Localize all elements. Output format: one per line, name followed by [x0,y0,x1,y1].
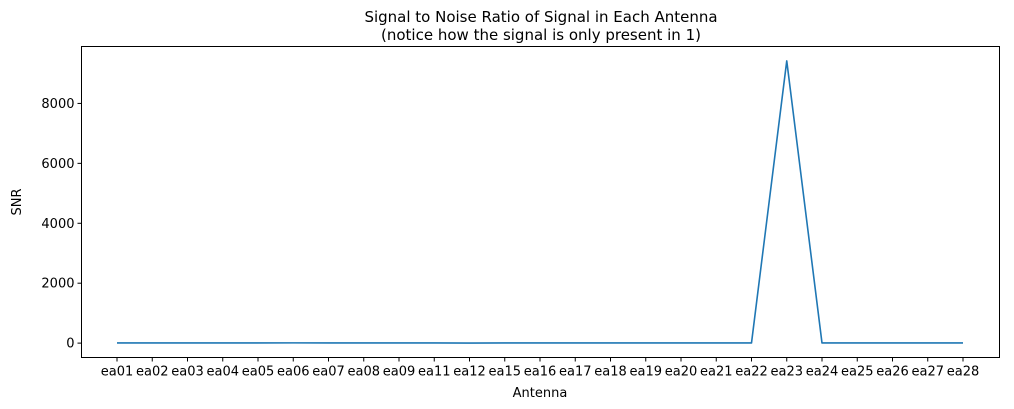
series-layer [117,60,963,344]
x-axis: ea01 ea02 ea03 ea04 ea05 ea06 ea07 ea08 ea09 ea11… [101,357,980,380]
y-tick-label: 2000 [41,277,74,292]
y-tick-label: 4000 [41,217,74,232]
x-tick-label: ea09 [383,365,416,380]
y-tick-label: 0 [66,337,74,352]
x-tick-label: ea18 [594,365,627,380]
x-tick-label: ea17 [559,365,592,380]
x-tick-label: ea28 [947,365,980,380]
x-tick-label: ea20 [665,365,698,380]
x-tick-label: ea06 [277,365,310,380]
x-tick-label: ea11 [418,365,451,380]
y-tick-label: 8000 [41,97,74,112]
x-axis-label: Antenna [513,386,568,401]
plot-area-frame [81,46,1000,358]
y-tick-label: 6000 [41,157,74,172]
x-tick-label: ea03 [171,365,204,380]
x-tick-label: ea01 [101,365,134,380]
x-tick-label: ea19 [629,365,662,380]
y-axis: 0 2000 4000 6000 8000 [41,97,82,352]
x-tick-label: ea21 [700,365,733,380]
x-tick-label: ea07 [312,365,345,380]
x-tick-label: ea05 [242,365,275,380]
x-tick-label: ea15 [488,365,521,380]
chart-title: Signal to Noise Ratio of Signal in Each … [364,8,717,26]
y-axis-label: SNR [10,188,25,215]
x-tick-label: ea04 [206,365,239,380]
x-tick-label: ea27 [911,365,944,380]
snr-series-line [117,60,963,344]
x-tick-label: ea22 [735,365,768,380]
x-tick-label: ea23 [770,365,803,380]
chart-subtitle: (notice how the signal is only present i… [381,26,701,44]
x-tick-label: ea25 [841,365,874,380]
x-tick-label: ea16 [524,365,557,380]
x-tick-label: ea24 [806,365,839,380]
x-tick-label: ea12 [453,365,486,380]
x-tick-label: ea26 [876,365,909,380]
x-tick-label: ea08 [347,365,380,380]
x-tick-label: ea02 [136,365,169,380]
